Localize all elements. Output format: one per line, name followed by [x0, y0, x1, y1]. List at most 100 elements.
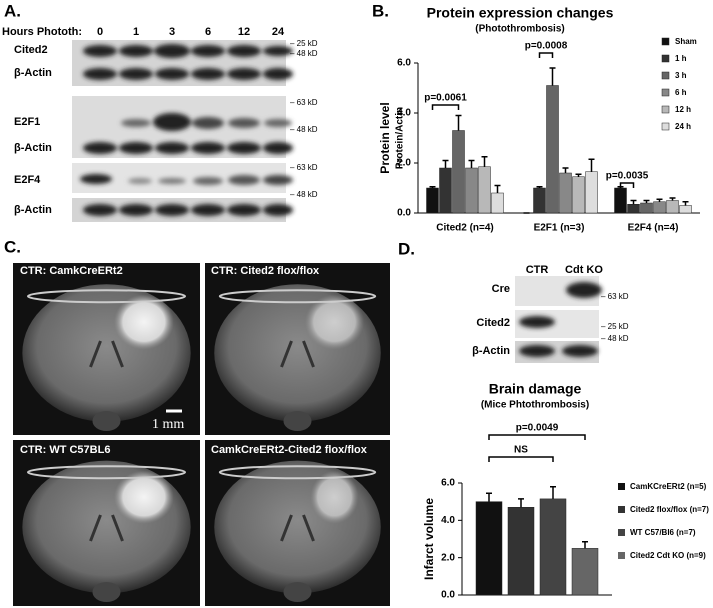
- bar: [666, 200, 679, 214]
- brainstem: [283, 582, 312, 602]
- legend-swatch: [618, 506, 625, 513]
- legend-entry: Cited2 flox/flox (n=7): [618, 505, 713, 515]
- bar: [439, 167, 452, 214]
- ventricle: [280, 340, 315, 368]
- kd-marker: – 48 kD: [290, 190, 318, 199]
- brainstem: [283, 411, 312, 431]
- legend-label: Cited2 flox/flox (n=7): [630, 505, 709, 514]
- bar: [614, 187, 627, 214]
- row-label: Cited2: [476, 317, 510, 329]
- brainstem: [92, 582, 121, 602]
- annotation: p=0.0008: [525, 41, 568, 52]
- legend-label: 3 h: [675, 71, 687, 80]
- error-bar: [630, 199, 637, 205]
- bar: [539, 498, 567, 596]
- error-bar: [536, 186, 543, 188]
- bar: [640, 202, 653, 214]
- lesion: [304, 294, 365, 350]
- error-bar: [486, 492, 492, 502]
- kd-marker: – 63 kD: [601, 292, 629, 301]
- legend-swatch: [661, 71, 670, 80]
- error-bar: [562, 167, 569, 173]
- bar: [478, 166, 491, 214]
- legend-entry: CamKCreERt2 (n=5): [618, 482, 713, 492]
- bar: [627, 204, 640, 214]
- brain-edge: [218, 465, 377, 480]
- bar: [452, 130, 465, 214]
- legend-entry: Cited2 Cdt KO (n=9): [618, 551, 713, 561]
- bar: [426, 187, 439, 214]
- kd-marker: – 48 kD: [601, 334, 629, 343]
- y-tick-label: 4.0: [441, 515, 455, 526]
- annotation: p=0.0049: [516, 423, 559, 434]
- lesion: [310, 470, 359, 524]
- bar: [571, 548, 599, 596]
- x-tick-label: Cited2 (n=4): [436, 223, 494, 234]
- y-tick-label: 6.0: [441, 478, 455, 489]
- brain: [214, 460, 381, 594]
- annotation: NS: [514, 445, 528, 456]
- lane-label: Cdt KO: [565, 264, 603, 276]
- bar: [475, 501, 503, 596]
- error-bar: [481, 156, 488, 167]
- kd-marker: – 25 kD: [290, 39, 318, 48]
- significance-bracket: [431, 104, 460, 110]
- x-tick-label: E2F4 (n=4): [628, 223, 679, 234]
- error-bar: [669, 197, 676, 201]
- chart-title: Protein expression changes: [427, 5, 614, 21]
- legend-swatch: [661, 37, 670, 46]
- annotation: p=0.0035: [606, 171, 649, 182]
- chart-subtitle: (Photothrombosis): [475, 24, 564, 35]
- hours-label: Hours Phototh:: [2, 26, 82, 38]
- brain-edge: [218, 289, 377, 304]
- error-bar: [429, 186, 436, 188]
- legend-swatch: [661, 54, 670, 63]
- error-bar: [442, 159, 449, 168]
- western-blot: [515, 276, 602, 363]
- error-bar: [588, 158, 595, 172]
- ventricle: [280, 514, 315, 542]
- hour: 24: [272, 26, 285, 38]
- hour: 1: [133, 26, 139, 38]
- y-axis-sublabel: Protein/Actin: [395, 107, 406, 169]
- row-label: β-Actin: [14, 142, 52, 154]
- lane-label: CTR: [526, 264, 549, 276]
- lesion: [113, 294, 174, 350]
- significance-bracket: [619, 182, 635, 188]
- error-bar: [550, 485, 556, 499]
- bar: [491, 192, 504, 214]
- brain-edge: [26, 289, 187, 304]
- legend-swatch: [661, 122, 670, 131]
- legend-label: Cited2 Cdt KO (n=9): [630, 551, 706, 560]
- y-tick-label: 2.0: [397, 158, 411, 169]
- image-label: CTR: CamkCreERt2: [20, 265, 123, 277]
- y-axis-label: Protein level: [378, 102, 392, 173]
- legend-swatch: [618, 552, 625, 559]
- error-bar: [643, 199, 650, 203]
- annotation: p=0.0061: [424, 93, 467, 104]
- legend-swatch: [661, 105, 670, 114]
- bar: [465, 167, 478, 214]
- panel-a: A. Hours Phototh: 0 1 3 6 12 24 Cited2 β…: [2, 1, 318, 222]
- bar: [679, 205, 692, 214]
- row-label: β-Actin: [472, 345, 510, 357]
- image-label: CTR: WT C57BL6: [20, 444, 110, 456]
- kd-marker: – 48 kD: [290, 49, 318, 58]
- western-blot: [72, 40, 293, 222]
- row-label: E2F4: [14, 174, 41, 186]
- hour: 6: [205, 26, 211, 38]
- x-tick-label: E2F1 (n=3): [534, 223, 585, 234]
- error-bar: [518, 498, 524, 508]
- hour: 0: [97, 26, 103, 38]
- image-label: CamkCreERt2-Cited2 flox/flox: [211, 444, 368, 456]
- ventricle: [89, 340, 124, 368]
- legend-swatch: [618, 483, 625, 490]
- y-tick-label: 2.0: [441, 552, 455, 563]
- bar: [559, 172, 572, 214]
- legend-label: 12 h: [675, 105, 691, 114]
- y-tick-label: 6.0: [397, 58, 411, 69]
- legend-swatch: [661, 88, 670, 97]
- y-tick-label: 0.0: [441, 590, 455, 601]
